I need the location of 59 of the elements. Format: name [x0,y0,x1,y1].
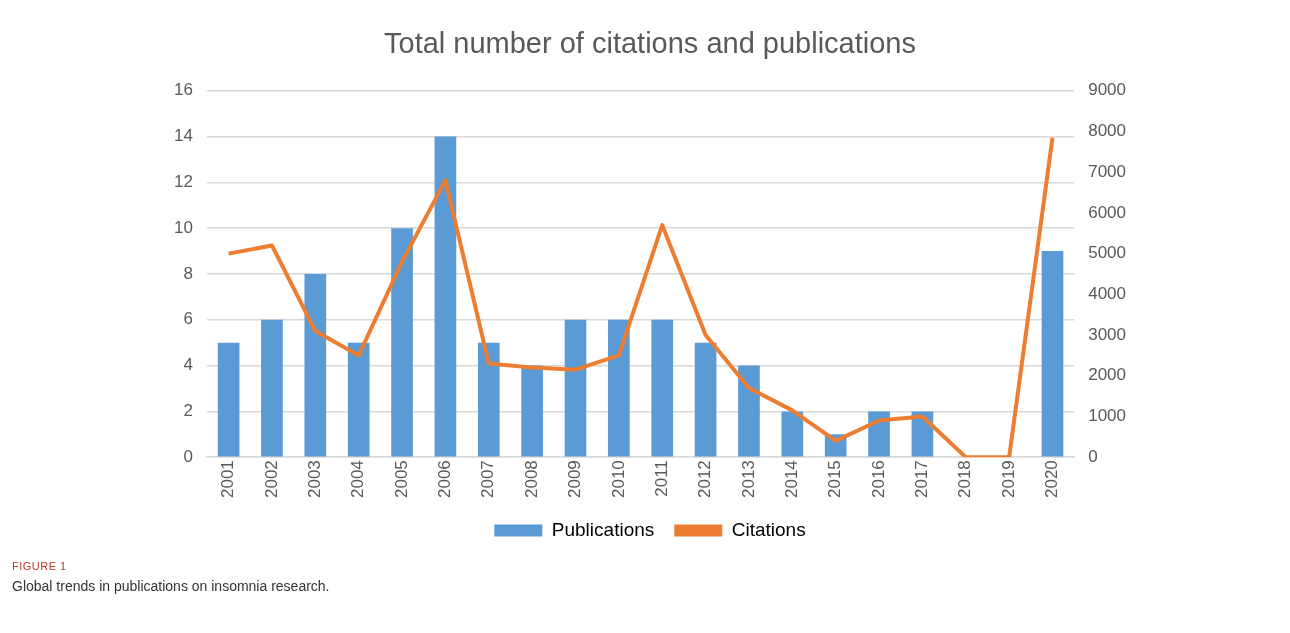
y2-tick-label: 8000 [1088,121,1127,141]
text: Global trends in publications on insomnia research. [12,578,330,594]
x-tick-label: 2016 [868,460,888,499]
x-tick-label: 2014 [782,460,802,499]
x-tick-label: 2010 [608,460,628,499]
y-tick-label: 12 [173,172,193,192]
x-tick-label: 2020 [1042,460,1062,499]
bar [608,319,630,457]
x-tick-label: 2004 [348,460,368,499]
y2-tick-label: 4000 [1088,284,1127,304]
x-tick-label: 2008 [521,460,541,499]
y2-tick-label: 9000 [1088,80,1127,100]
caption: FIGURE 1 [12,560,68,572]
bar [434,136,457,457]
x-tick-label: 2003 [305,460,325,499]
y2-tick-label: 0 [1088,446,1098,466]
bar [1041,251,1064,457]
bar [694,342,717,457]
bar [564,319,587,457]
bar [651,319,674,457]
x-tick-label: 2009 [565,460,585,499]
x-tick-label: 2005 [391,460,411,499]
bar [261,319,283,457]
x-tick-label: 2015 [825,460,845,499]
x-tick-label: 2002 [261,460,281,499]
y2-tick-label: 3000 [1088,324,1127,344]
y-tick-label: 8 [183,263,193,283]
x-tick-label: 2019 [998,460,1018,499]
y-tick-label: 10 [173,217,193,237]
x-tick-label: 2011 [651,460,671,497]
bar [391,228,413,457]
bar [781,411,804,457]
y2-tick-label: 1000 [1088,406,1127,426]
bar [868,411,890,457]
y2-tick-label: 5000 [1088,243,1127,263]
y2-tick-label: 7000 [1088,161,1127,181]
y-tick-label: 14 [173,126,193,146]
x-tick-label: 2001 [218,460,238,499]
x-tick-label: 2017 [912,460,932,499]
x-tick-label: 2018 [955,460,975,499]
x-tick-label: 2013 [738,460,758,499]
bar [477,342,500,457]
x-tick-label: 2012 [695,460,715,499]
legend-label: Publications [551,518,655,540]
bar [738,365,760,457]
x-tick-label: 2007 [478,460,498,499]
y-tick-label: 0 [183,446,193,466]
y-tick-label: 4 [183,355,193,375]
y-tick-label: 6 [183,309,193,329]
bar [217,342,240,457]
x-tick-label: 2006 [435,460,455,499]
y-tick-label: 2 [183,401,193,421]
bar [304,273,327,457]
y-tick-label: 16 [173,80,193,100]
y2-tick-label: 2000 [1088,365,1127,385]
chart-title: Total number of citations and publications [384,27,916,60]
bar [347,342,370,457]
legend-label: Citations [731,518,806,540]
y2-tick-label: 6000 [1088,202,1127,222]
